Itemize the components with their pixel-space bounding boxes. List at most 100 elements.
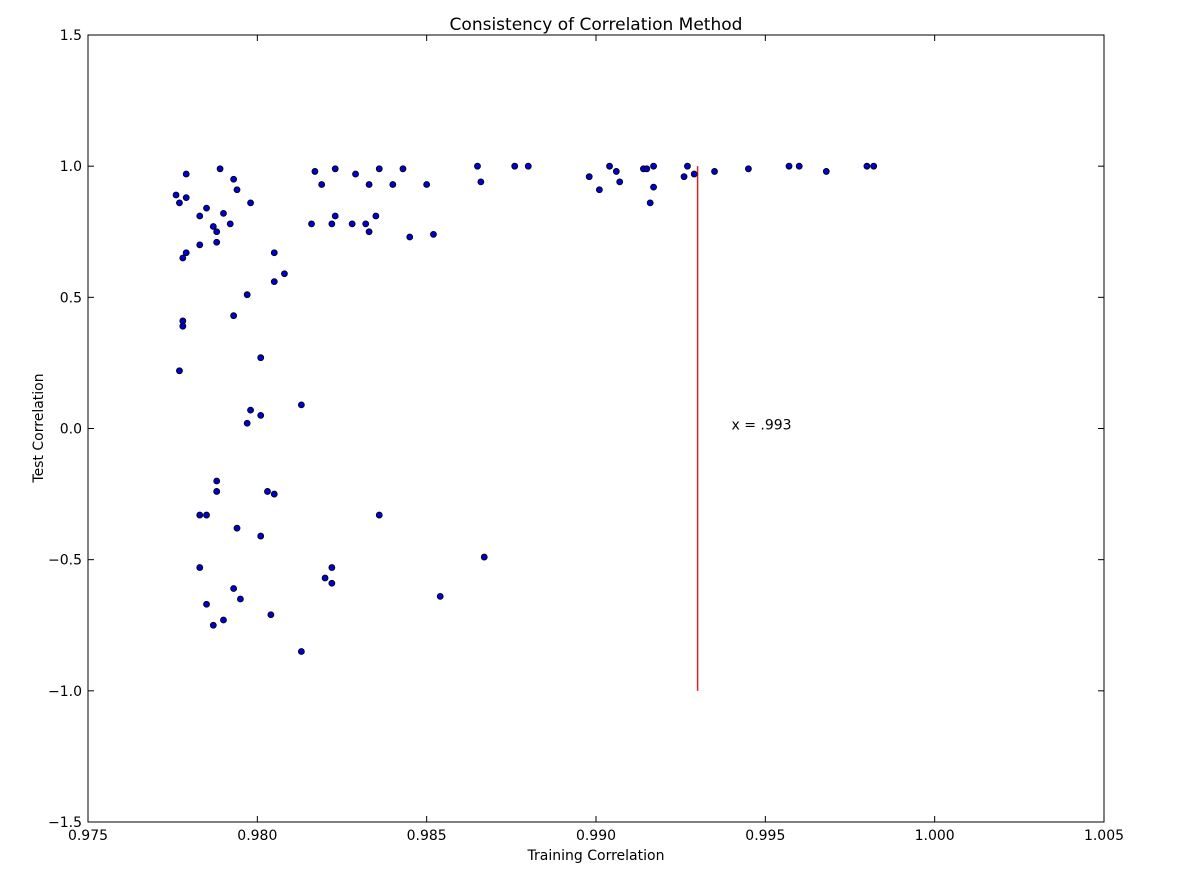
- data-point: [297, 648, 305, 655]
- data-point: [179, 254, 187, 262]
- data-point: [216, 165, 224, 173]
- data-point: [176, 199, 183, 207]
- y-tick-label: −0.5: [48, 553, 82, 569]
- data-point: [643, 165, 651, 173]
- data-point: [209, 223, 217, 230]
- data-point: [203, 204, 210, 212]
- x-axis: 0.975 0.980 0.985 0.990 0.995 1.000 1.005: [68, 35, 1124, 844]
- data-point: [297, 401, 305, 409]
- y-axis-label: Test Correlation: [31, 373, 47, 483]
- data-point: [785, 162, 793, 170]
- data-point: [870, 162, 878, 170]
- data-point: [236, 595, 244, 603]
- data-point: [365, 228, 373, 236]
- data-point: [270, 278, 278, 285]
- data-point: [680, 173, 688, 181]
- data-point: [270, 490, 278, 498]
- x-tick-label: 0.975: [68, 828, 108, 844]
- data-point: [480, 553, 488, 561]
- data-point: [213, 488, 221, 495]
- data-point: [172, 191, 180, 199]
- data-point: [328, 564, 336, 571]
- data-point: [585, 173, 593, 181]
- data-point: [220, 616, 227, 624]
- y-tick-label: −1.5: [48, 815, 82, 831]
- data-point: [606, 162, 613, 170]
- data-point: [196, 511, 204, 519]
- data-point: [321, 574, 329, 582]
- data-point: [328, 220, 336, 228]
- data-point: [213, 228, 221, 236]
- data-point: [176, 367, 183, 375]
- data-point: [372, 212, 380, 220]
- data-points: [172, 162, 878, 655]
- data-point: [318, 181, 326, 188]
- x-tick-label: 0.980: [237, 828, 277, 844]
- data-point: [352, 170, 359, 178]
- data-point: [230, 585, 238, 592]
- data-point: [213, 238, 221, 246]
- data-point: [257, 411, 265, 419]
- data-point: [230, 312, 238, 320]
- y-axis: −1.5 −1.0 −0.5 0.0 0.5 1.0 1.5: [48, 28, 1104, 831]
- data-point: [646, 199, 654, 207]
- data-point: [247, 199, 254, 207]
- y-tick-label: 1.0: [60, 159, 82, 175]
- data-point: [430, 230, 437, 238]
- data-point: [365, 181, 373, 188]
- data-point: [406, 233, 414, 241]
- data-point: [270, 249, 278, 257]
- data-point: [436, 592, 444, 600]
- data-point: [267, 611, 275, 619]
- data-point: [247, 406, 254, 414]
- data-point: [711, 168, 718, 175]
- data-point: [511, 162, 519, 170]
- data-point: [243, 419, 251, 427]
- data-point: [690, 170, 698, 178]
- data-point: [179, 322, 187, 330]
- data-point: [209, 621, 217, 629]
- data-point: [375, 165, 383, 173]
- plot-area: [87, 34, 1105, 823]
- data-point: [650, 183, 657, 191]
- data-point: [863, 162, 871, 170]
- data-point: [328, 579, 336, 587]
- data-point: [650, 162, 657, 170]
- data-point: [203, 511, 210, 519]
- y-tick-label: 0.5: [60, 290, 82, 306]
- data-point: [524, 162, 532, 170]
- data-point: [477, 178, 485, 186]
- data-point: [745, 165, 752, 173]
- data-point: [822, 168, 830, 175]
- data-point: [308, 220, 315, 228]
- data-point: [213, 477, 221, 485]
- x-tick-label: 0.985: [407, 828, 447, 844]
- data-point: [616, 178, 624, 186]
- data-point: [230, 175, 238, 183]
- data-point: [348, 220, 356, 228]
- data-point: [331, 212, 339, 220]
- data-point: [423, 181, 431, 188]
- data-point: [182, 249, 190, 257]
- data-point: [362, 220, 370, 228]
- y-tick-label: 0.0: [60, 422, 82, 438]
- x-axis-label: Training Correlation: [527, 848, 665, 864]
- data-point: [264, 488, 271, 495]
- data-point: [203, 600, 210, 608]
- data-point: [281, 270, 288, 278]
- data-point: [226, 220, 234, 228]
- data-point: [795, 162, 803, 170]
- data-point: [220, 209, 227, 217]
- x-tick-label: 0.995: [745, 828, 785, 844]
- x-tick-label: 0.990: [576, 828, 616, 844]
- data-point: [257, 532, 265, 540]
- data-point: [182, 170, 190, 178]
- x-tick-label: 1.005: [1084, 828, 1124, 844]
- data-point: [389, 181, 397, 188]
- data-point: [182, 194, 190, 202]
- chart-title: Consistency of Correlation Method: [450, 15, 743, 35]
- data-point: [196, 212, 204, 220]
- data-point: [233, 186, 241, 194]
- data-point: [233, 524, 241, 532]
